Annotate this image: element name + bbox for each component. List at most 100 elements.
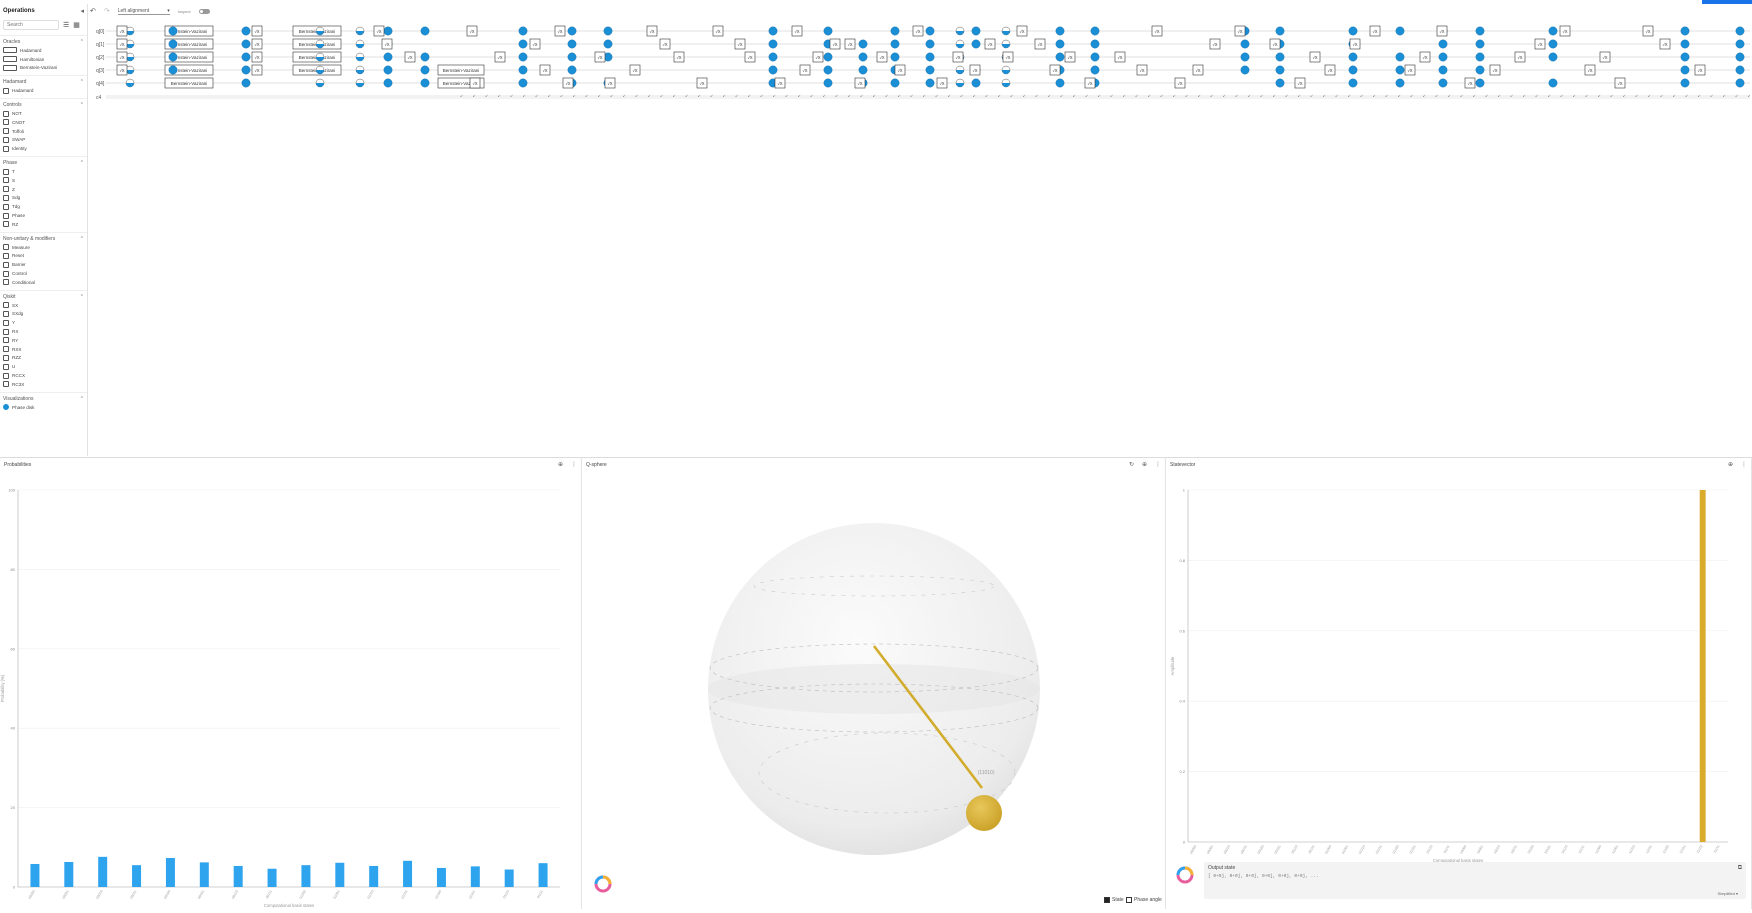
phase-disk-icon[interactable] <box>768 65 778 75</box>
oracle-gate[interactable] <box>164 77 214 89</box>
download-icon[interactable]: ⊕ <box>557 462 563 468</box>
sidebar-item[interactable]: Bernstein-Vazirani <box>3 64 84 73</box>
phase-disk-icon[interactable] <box>1348 52 1358 62</box>
sidebar-section-header[interactable]: Hadamard ⌃ <box>3 78 84 86</box>
phase-disk-icon[interactable] <box>567 52 577 62</box>
phase-disk-icon[interactable] <box>1055 26 1065 36</box>
sidebar-item[interactable]: Phase disk <box>3 403 84 412</box>
phase-disk-icon[interactable] <box>1735 39 1745 49</box>
gate[interactable] <box>373 25 385 37</box>
phase-disk-icon[interactable] <box>768 39 778 49</box>
phase-disk-icon[interactable] <box>1735 65 1745 75</box>
phase-disk-icon[interactable] <box>858 65 868 75</box>
gate[interactable] <box>734 38 746 50</box>
more-options-icon[interactable]: ⋮ <box>1741 462 1747 468</box>
state-checkbox[interactable] <box>1104 897 1110 903</box>
list-view-icon[interactable]: ☰ <box>63 22 70 29</box>
phase-disk-icon[interactable] <box>1475 26 1485 36</box>
sidebar-section-header[interactable]: Oracles ⌃ <box>3 38 84 46</box>
sidebar-item[interactable]: Barrier <box>3 260 84 269</box>
phase-disk-icon[interactable] <box>1548 52 1558 62</box>
more-options-icon[interactable]: ⋮ <box>1155 462 1161 468</box>
phase-disk-icon[interactable] <box>567 39 577 49</box>
phase-disk-icon[interactable] <box>1348 65 1358 75</box>
phase-disk-icon[interactable] <box>1275 52 1285 62</box>
phase-disk-icon[interactable] <box>518 26 528 36</box>
phase-disk-icon[interactable] <box>241 78 251 88</box>
phase-disk-icon[interactable] <box>168 65 178 75</box>
phase-disk-icon[interactable] <box>603 39 613 49</box>
phase-disk-icon[interactable] <box>1090 26 1100 36</box>
phase-disk-icon[interactable] <box>1055 52 1065 62</box>
gate[interactable] <box>1269 38 1281 50</box>
gate[interactable] <box>1436 25 1448 37</box>
phase-disk-icon[interactable] <box>1438 65 1448 75</box>
gate[interactable] <box>381 38 393 50</box>
gate[interactable] <box>1151 25 1163 37</box>
phase-disk-icon[interactable] <box>1438 52 1448 62</box>
gate[interactable] <box>562 77 574 89</box>
gate[interactable] <box>696 77 708 89</box>
phase-angle-legend[interactable]: Phase angle <box>1126 897 1162 903</box>
gate[interactable] <box>116 51 128 63</box>
gate[interactable] <box>116 64 128 76</box>
circuit-canvas[interactable]: q[0] q[1] q[2] q[3] q[4] c4 Bernstein-Vazirani… <box>90 18 1751 108</box>
phase-disk-icon[interactable] <box>1680 52 1690 62</box>
gate[interactable] <box>1514 51 1526 63</box>
download-icon[interactable]: ⊕ <box>1141 462 1147 468</box>
gate[interactable] <box>984 38 996 50</box>
phase-disk-icon[interactable] <box>1475 78 1485 88</box>
oracle-gate[interactable] <box>164 25 214 37</box>
gate[interactable] <box>594 51 606 63</box>
phase-disk-icon[interactable] <box>858 52 868 62</box>
gate[interactable] <box>659 38 671 50</box>
gate[interactable] <box>251 25 263 37</box>
gate[interactable] <box>1136 64 1148 76</box>
phase-disk-icon[interactable] <box>1395 26 1405 36</box>
phase-disk-icon[interactable] <box>925 65 935 75</box>
sidebar-item[interactable]: Reset <box>3 252 84 261</box>
grid-view-icon[interactable]: ▦ <box>73 22 80 29</box>
phase-disk-icon[interactable] <box>383 78 393 88</box>
sidebar-item[interactable]: Conditional <box>3 278 84 287</box>
sidebar-item[interactable]: Control <box>3 269 84 278</box>
phase-disk-icon[interactable] <box>241 26 251 36</box>
gate[interactable] <box>1034 38 1046 50</box>
gate[interactable] <box>673 51 685 63</box>
phase-disk-icon[interactable] <box>890 78 900 88</box>
phase-disk-icon[interactable] <box>1240 39 1250 49</box>
phase-disk-icon[interactable] <box>518 65 528 75</box>
gate[interactable] <box>604 77 616 89</box>
phase-disk-icon[interactable] <box>971 78 981 88</box>
phase-disk-icon[interactable] <box>1348 26 1358 36</box>
phase-disk-icon[interactable] <box>1090 52 1100 62</box>
gate[interactable] <box>1049 64 1061 76</box>
gate[interactable] <box>494 51 506 63</box>
phase-disk-icon[interactable] <box>518 52 528 62</box>
phase-disk-icon[interactable] <box>420 65 430 75</box>
phase-disk-icon[interactable] <box>1090 65 1100 75</box>
phase-disk-icon[interactable] <box>768 26 778 36</box>
oracle-gate[interactable] <box>164 38 214 50</box>
phase-disk-icon[interactable] <box>1090 39 1100 49</box>
phase-disk-icon[interactable] <box>1475 52 1485 62</box>
sidebar-item[interactable]: RXX <box>3 345 84 354</box>
oracle-gate[interactable] <box>437 64 485 76</box>
sidebar-item[interactable]: RY <box>3 336 84 345</box>
sidebar-item[interactable]: Hadamard <box>3 86 84 95</box>
gate[interactable] <box>829 38 841 50</box>
gate[interactable] <box>529 38 541 50</box>
phase-disk-icon[interactable] <box>168 39 178 49</box>
phase-disk-icon[interactable] <box>168 52 178 62</box>
gate[interactable] <box>539 64 551 76</box>
qsphere-graphic[interactable]: |11010⟩ <box>582 458 1166 910</box>
gate[interactable] <box>799 64 811 76</box>
sidebar-item[interactable]: CNOT <box>3 118 84 127</box>
phase-disk-icon[interactable] <box>1055 39 1065 49</box>
phase-disk-icon[interactable] <box>1055 78 1065 88</box>
sidebar-item[interactable]: NOT <box>3 109 84 118</box>
phase-disk-icon[interactable] <box>518 39 528 49</box>
sidebar-item[interactable]: Z <box>3 185 84 194</box>
gate[interactable] <box>1614 77 1626 89</box>
phase-angle-checkbox[interactable] <box>1126 897 1132 903</box>
